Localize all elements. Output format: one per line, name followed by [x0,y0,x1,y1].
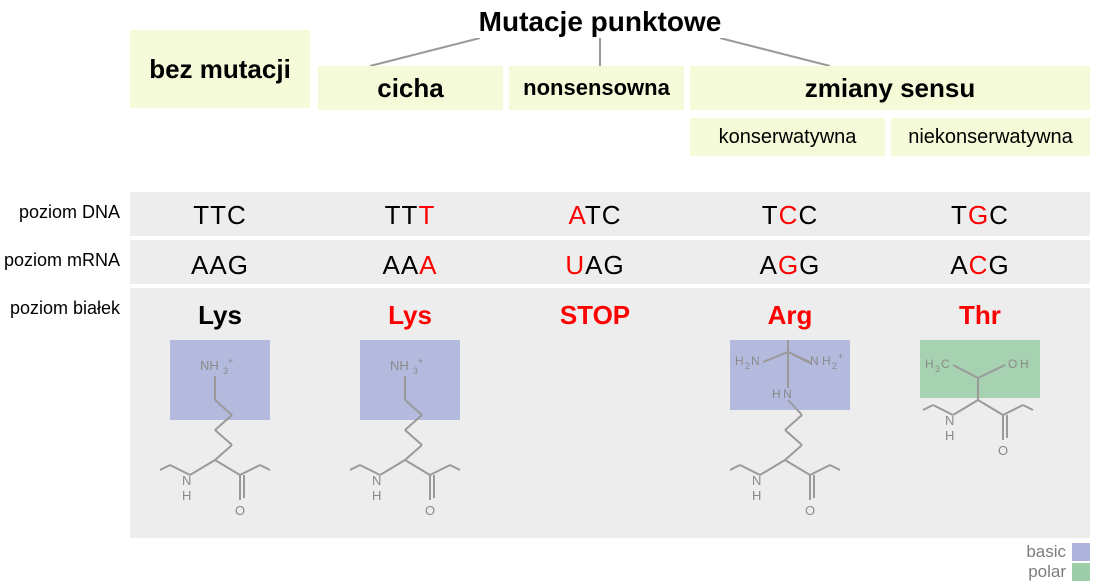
svg-text:3: 3 [223,366,228,376]
svg-text:+: + [838,351,843,361]
aa-nonconservative: Thr [890,300,1070,331]
svg-text:H: H [1020,357,1029,371]
mrna-nonsense: UAG [505,250,685,281]
legend-polar-swatch [1072,563,1090,581]
svg-text:+: + [228,356,233,366]
dna-none: TTC [130,200,310,231]
dna-nonsense: ATC [505,200,685,231]
header-silent: cicha [318,66,503,110]
svg-text:H: H [822,354,831,368]
svg-text:3: 3 [413,366,418,376]
legend-polar: polar [1028,562,1090,582]
aa-silent: Lys [320,300,500,331]
aa-none: Lys [130,300,310,331]
svg-text:H: H [945,428,954,443]
svg-text:O: O [425,503,435,518]
mrna-silent: AAA [320,250,500,281]
header-conservative: konserwatywna [690,118,885,156]
structure-svg: NH 3+ NH O [160,340,290,530]
connector-lines [320,38,880,68]
svg-text:O: O [805,503,815,518]
svg-text:H: H [925,357,934,371]
nonsense-label: nonsensowna [523,75,670,101]
dna-nonconservative: TGC [890,200,1070,231]
main-title: Mutacje punktowe [440,6,760,38]
svg-text:+: + [418,356,423,366]
svg-text:H: H [772,387,781,401]
svg-text:N: N [752,473,761,488]
no-mutation-label: bez mutacji [149,54,291,85]
dna-silent: TTT [320,200,500,231]
conservative-label: konserwatywna [719,126,857,149]
legend-basic-swatch [1072,543,1090,561]
header-no-mutation: bez mutacji [130,30,310,108]
header-nonconservative: niekonserwatywna [891,118,1090,156]
structure-silent: NH 3+ NH O [350,340,470,530]
row-label-mrna: poziom mRNA [0,250,120,271]
svg-text:3: 3 [935,364,940,374]
structure-svg: H2NNH2+HNNHO [730,340,860,530]
svg-text:C: C [941,357,950,371]
svg-text:H: H [752,488,761,503]
legend-basic-label: basic [1026,542,1066,562]
svg-text:N: N [810,354,819,368]
svg-text:O: O [1008,357,1017,371]
structure-nonconservative: H3COHNHO [920,340,1040,530]
header-nonsense: nonsensowna [509,66,684,110]
aa-nonsense: STOP [505,300,685,331]
nonconservative-label: niekonserwatywna [908,126,1073,149]
legend-basic: basic [1026,542,1090,562]
structure-none: NH 3+ NH O [160,340,280,530]
svg-text:NH: NH [390,358,409,373]
svg-text:2: 2 [832,361,837,371]
header-missense: zmiany sensu [690,66,1090,110]
aa-conservative: Arg [700,300,880,331]
mrna-none: AAG [130,250,310,281]
svg-text:O: O [235,503,245,518]
row-label-dna: poziom DNA [0,202,120,223]
svg-text:N: N [783,387,792,401]
svg-text:H: H [735,354,744,368]
svg-text:H: H [182,488,191,503]
mrna-nonconservative: ACG [890,250,1070,281]
row-label-protein: poziom białek [0,298,120,319]
svg-text:2: 2 [745,361,750,371]
silent-label: cicha [377,73,444,104]
svg-text:N: N [182,473,191,488]
structure-conservative: H2NNH2+HNNHO [730,340,850,530]
legend-polar-label: polar [1028,562,1066,582]
svg-text:H: H [372,488,381,503]
mrna-conservative: AGG [700,250,880,281]
structure-svg: H3COHNHO [920,340,1050,530]
svg-text:N: N [751,354,760,368]
structure-svg: NH 3+ NH O [350,340,480,530]
svg-text:N: N [945,413,954,428]
svg-text:NH: NH [200,358,219,373]
svg-text:N: N [372,473,381,488]
dna-conservative: TCC [700,200,880,231]
svg-text:O: O [998,443,1008,458]
missense-label: zmiany sensu [805,73,976,104]
